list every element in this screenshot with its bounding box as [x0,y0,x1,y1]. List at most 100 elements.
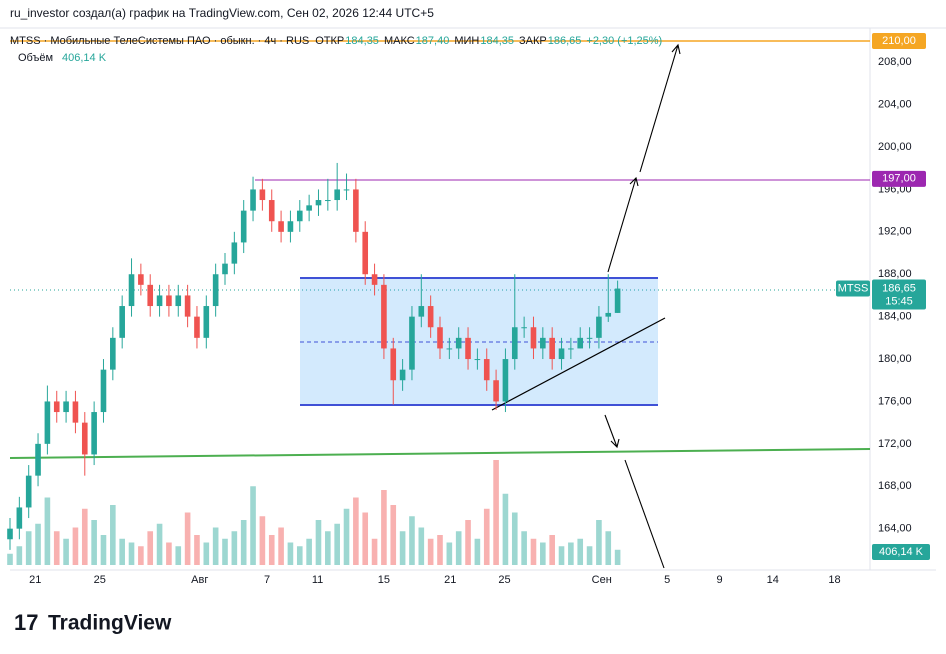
candle-body [446,348,453,350]
volume-name: Объём [18,52,53,64]
volume-bar [568,542,574,565]
volume-bar [521,531,527,565]
volume-bar [549,535,555,565]
candle-body [175,295,182,307]
candle-body [521,327,527,329]
volume-bar [577,538,584,565]
candle-body [315,200,322,206]
volume-bar [231,531,238,565]
y-tick-label: 168,00 [878,480,912,492]
volume-bar [35,523,41,565]
candle-body [455,337,462,349]
candle-body [128,274,135,307]
trend-line [9,448,871,459]
price-tag-label: 197,00 [882,173,916,185]
volume-bar [540,542,546,565]
volume-bar [474,538,481,565]
candle-body [614,288,621,313]
candle-body [605,312,612,317]
candle-body [306,205,312,211]
candle-body [184,295,191,317]
volume-bar [390,505,397,565]
volume-bar [212,527,219,565]
volume-bar [511,512,518,565]
volume-bar [343,508,350,565]
candle-body [166,295,172,307]
header: ru_investor создал(а) график на TradingV… [10,6,434,20]
volume-bar [427,538,434,565]
volume-bar [530,538,537,565]
candle-body [156,295,163,307]
candle-body [577,337,584,349]
candle-body [427,306,434,328]
symbol-title: MTSS · Мобильные ТелеСистемы ПАО · обыкн… [10,35,309,47]
candle-body [100,369,107,413]
y-tick-label: 176,00 [878,395,912,407]
candle-body [381,284,387,349]
legend-name: ОТКР [315,35,344,47]
volume-bar [614,549,621,565]
volume-bar [147,531,154,565]
volume-bar [409,516,415,565]
candle-body [353,189,359,232]
candle-body [558,348,565,360]
candle-body [194,316,200,338]
y-tick-label: 184,00 [878,311,912,323]
volume-bar [446,542,453,565]
y-tick-label: 172,00 [878,438,912,450]
candle-body [596,316,602,338]
volume-bar [287,542,294,565]
volume-bar [455,531,462,565]
drawings [9,40,871,569]
volume-bar [100,535,107,565]
x-tick-label: 25 [94,574,106,586]
volume-bar [184,512,191,565]
y-tick-label: 192,00 [878,226,912,238]
candle-body [296,210,303,222]
candle-body [334,189,340,201]
candle-body [343,189,350,191]
volume-bar [16,546,23,565]
candle-body [511,327,518,360]
legend-value: 186,65 [548,35,582,47]
legend-change: +2,30 (+1,25%) [586,35,662,47]
volume-bar [128,542,135,565]
candle-body [493,380,499,402]
volume-bar [418,527,425,565]
volume-tag [872,544,930,560]
candle-body [399,369,406,381]
candle-body [119,306,125,338]
logo-mark: 17 [14,610,38,635]
volume-bar [278,527,284,565]
candle-body [110,337,116,370]
price-tag-label: 210,00 [882,35,916,47]
volume-bar [222,538,228,565]
volume-value: 406,14 K [62,52,107,64]
y-tick-label: 188,00 [878,268,912,280]
y-tick-label: 164,00 [878,523,912,535]
legend-value: 184,35 [480,35,514,47]
candle-body [586,337,593,339]
volume-bar [362,512,369,565]
candle-body [81,422,88,455]
volume-bar [596,520,602,565]
candle-body [35,443,41,476]
trend-line [491,317,666,411]
x-tick-label: 25 [498,574,510,586]
arrows [604,43,681,569]
volume-bar [493,460,499,565]
volume-bar [586,546,593,565]
volume-bar [605,531,612,565]
candle-body [138,274,144,285]
price-tag [872,170,926,187]
y-tick-label: 180,00 [878,353,912,365]
last-price-label: 186,65 [882,282,916,294]
candle-body [250,189,256,211]
x-tick-label: 21 [444,574,456,586]
volume-bar [306,538,312,565]
volume-bar [315,520,322,565]
legend-value: 187,40 [416,35,450,47]
volume-bar [240,520,247,565]
last-price-timer: 15:45 [885,295,913,307]
x-tick-label: Авг [191,574,208,586]
